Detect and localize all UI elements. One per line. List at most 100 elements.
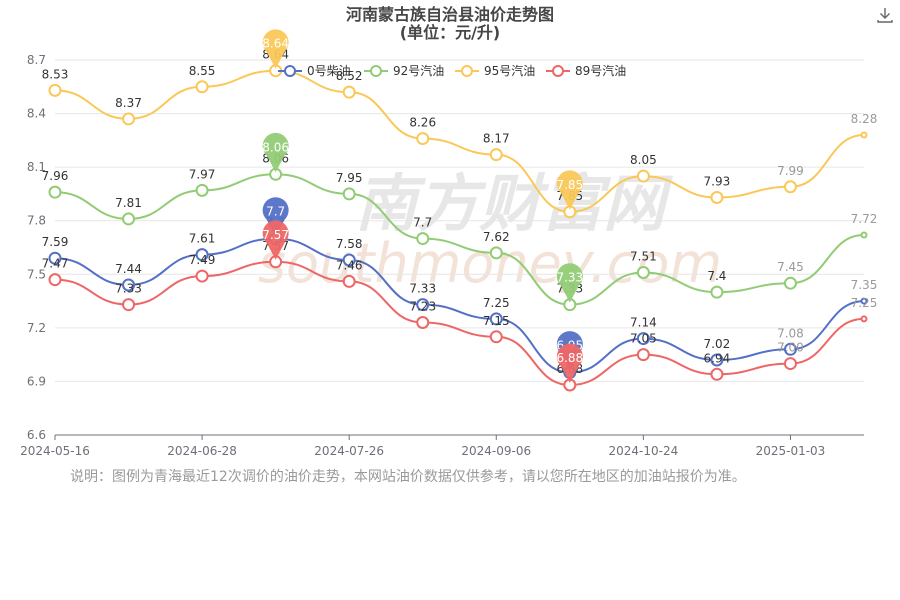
data-label: 8.28 <box>851 112 878 126</box>
data-label: 7.14 <box>630 316 657 330</box>
data-point <box>342 274 356 288</box>
data-point <box>636 266 650 279</box>
data-point <box>710 367 724 381</box>
pin-shape <box>556 170 583 210</box>
data-point <box>48 251 62 265</box>
data-label: 7.51 <box>630 250 657 264</box>
x-tick-label: 2024-09-06 <box>461 444 531 458</box>
data-point <box>122 112 136 126</box>
pin-marker: 8.06 <box>262 132 289 173</box>
pin-marker: 7.33 <box>556 263 583 303</box>
pin-shape <box>262 220 289 260</box>
data-label: 8.52 <box>336 69 363 83</box>
data-point <box>416 298 430 312</box>
legend-item-0[interactable]: 0号柴油 <box>278 64 351 78</box>
y-tick-label: 7.8 <box>27 214 46 228</box>
data-label: 7.23 <box>409 300 436 314</box>
legend-symbol <box>552 65 564 77</box>
pin-shape <box>556 343 583 383</box>
pin-marker: 6.88 <box>556 343 583 383</box>
data-point <box>342 187 356 201</box>
pin-label: 7.85 <box>556 178 583 192</box>
data-point <box>710 285 724 299</box>
legend: 0号柴油 92号汽油 95号汽油 89号汽油 <box>278 63 626 78</box>
data-label: 7.47 <box>42 257 69 271</box>
data-label: 8.05 <box>630 153 657 167</box>
y-tick-label: 7.5 <box>27 267 46 281</box>
data-label: 7.72 <box>851 212 878 226</box>
data-point <box>783 342 797 356</box>
data-label: 7.7 <box>413 216 432 230</box>
series-2: 8.538.378.558.648.528.268.177.858.057.93… <box>42 48 878 219</box>
legend-item-1[interactable]: 92号汽油 <box>364 63 444 78</box>
data-point <box>636 348 650 362</box>
chart-subtitle: (单位：元/升) <box>400 23 500 42</box>
x-tick-label: 2024-07-26 <box>314 444 384 458</box>
data-label: 7.35 <box>851 278 878 292</box>
legend-label: 89号汽油 <box>575 63 626 78</box>
data-label: 7.44 <box>115 262 142 276</box>
data-label: 8.55 <box>189 64 216 78</box>
data-point <box>636 169 650 183</box>
data-label: 8.37 <box>115 96 142 110</box>
legend-item-2[interactable]: 95号汽油 <box>455 63 535 78</box>
data-point <box>195 269 209 283</box>
data-label: 7.59 <box>42 235 69 249</box>
data-label: 7.81 <box>115 196 142 210</box>
data-label: 7.33 <box>409 282 436 296</box>
series-line <box>54 173 865 306</box>
data-point <box>48 83 62 97</box>
data-label: 7.08 <box>777 326 804 340</box>
data-label: 7.97 <box>189 167 216 181</box>
data-label: 7.05 <box>630 332 657 346</box>
data-point <box>122 278 136 292</box>
data-label: 7.49 <box>189 253 216 267</box>
data-label: 7.25 <box>851 296 878 310</box>
data-point <box>195 248 209 262</box>
data-point <box>195 80 209 94</box>
legend-symbol <box>461 65 473 77</box>
data-point <box>783 180 797 194</box>
download-icon[interactable] <box>876 6 894 24</box>
data-label: 7.46 <box>336 258 363 272</box>
data-point <box>860 231 868 239</box>
data-label: 6.94 <box>704 351 731 365</box>
data-label: 7.61 <box>189 232 216 246</box>
data-point <box>489 330 503 344</box>
series-1: 7.967.817.978.067.957.77.627.337.517.47.… <box>42 151 878 312</box>
data-label: 7.96 <box>42 169 69 183</box>
y-tick-label: 6.9 <box>27 374 46 388</box>
watermark-subtext: southmoney.com <box>258 232 722 295</box>
data-label: 7.58 <box>336 237 363 251</box>
pin-shape <box>262 197 289 237</box>
legend-item-3[interactable]: 89号汽油 <box>546 63 626 78</box>
data-label: 7.33 <box>115 282 142 296</box>
data-label: 7.15 <box>483 314 510 328</box>
series-line <box>54 260 865 387</box>
x-tick-label: 2024-06-28 <box>167 444 237 458</box>
data-label: 7.25 <box>483 296 510 310</box>
data-label: 7.00 <box>777 341 804 355</box>
data-point <box>489 246 503 260</box>
pin-marker: 7.7 <box>262 197 289 237</box>
data-point <box>122 212 136 226</box>
pin-label: 7.57 <box>262 228 289 242</box>
x-tick-label: 2024-10-24 <box>608 444 678 458</box>
data-label: 7.45 <box>777 260 804 274</box>
data-label: 7.99 <box>777 164 804 178</box>
data-point <box>489 148 503 162</box>
watermark-text: 南方财富网 <box>355 167 674 240</box>
data-point <box>122 298 136 312</box>
data-label: 7.93 <box>704 175 731 189</box>
data-point <box>860 297 868 305</box>
series-line <box>54 237 865 374</box>
pin-marker: 7.57 <box>262 220 289 260</box>
pin-label: 7.7 <box>266 205 285 219</box>
y-tick-label: 7.2 <box>27 321 46 335</box>
pin-label: 8.06 <box>262 140 289 154</box>
series-line <box>54 69 865 213</box>
y-tick-label: 8.1 <box>27 160 46 174</box>
data-label: 7.02 <box>704 337 731 351</box>
